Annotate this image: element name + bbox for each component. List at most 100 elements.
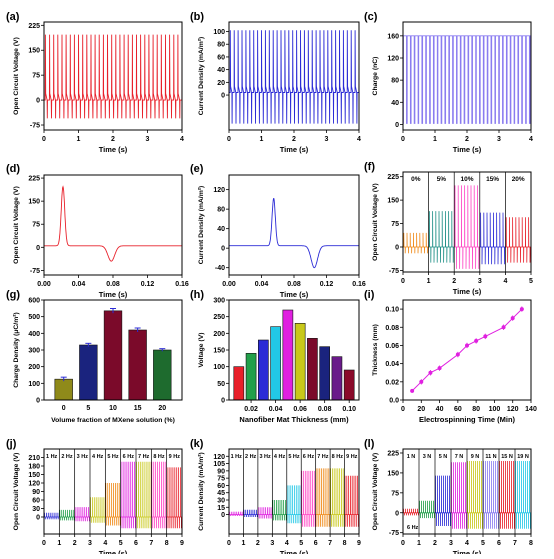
segment-j-8 — [166, 467, 182, 529]
segment-f-1 — [428, 211, 455, 263]
ytick-k-8: 120 — [213, 454, 225, 461]
segment-k-1 — [243, 509, 258, 518]
xtick-c-4: 4 — [529, 136, 533, 143]
ytick-e-4: 120 — [213, 187, 225, 194]
xtick-g-3: 15 — [134, 405, 142, 412]
ytick-f-2: 75 — [391, 221, 399, 228]
ylabel-e: Current Density (mA/m²) — [198, 186, 205, 265]
xtick-i-0: 0 — [401, 406, 405, 413]
ytick-i-1: 0.02 — [385, 379, 399, 386]
segment-label-j-4: 5 Hz — [107, 454, 119, 460]
plot-frame-f — [402, 171, 532, 273]
segment-j-4 — [105, 482, 121, 526]
series-line-b-0 — [229, 30, 359, 124]
segment-label-f-0: 0% — [411, 176, 421, 183]
point-i-10 — [519, 307, 524, 312]
ytick-k-7: 105 — [213, 461, 225, 468]
segment-j-3 — [90, 497, 106, 523]
xtick-d-4: 0.16 — [175, 281, 189, 288]
ytick-h-2: 100 — [213, 364, 225, 371]
xtick-d-0: 0.00 — [37, 281, 51, 288]
ytick-k-1: 15 — [217, 505, 225, 512]
segment-label-k-8: 9 Hz — [346, 454, 358, 460]
ytick-i-4: 0.08 — [385, 325, 399, 332]
segment-label-f-1: 5% — [437, 176, 447, 183]
ytick-b-1: 20 — [217, 80, 225, 87]
segment-label-j-6: 7 Hz — [138, 454, 150, 460]
segment-label-l-1: 3 N — [423, 454, 432, 460]
ytick-c-4: 160 — [387, 33, 399, 40]
ytick-j-5: 150 — [28, 472, 40, 479]
segment-label-k-6: 7 Hz — [317, 454, 329, 460]
ytick-i-0: 0.0 — [389, 398, 399, 405]
bar-h-4 — [282, 309, 294, 400]
ytick-h-6: 300 — [213, 298, 225, 305]
bar-h-8 — [331, 356, 343, 400]
panel-label-c: (c) — [364, 11, 378, 23]
ytick-j-6: 180 — [28, 464, 40, 471]
xtick-l-2: 2 — [433, 540, 437, 547]
bar-h-9 — [343, 369, 355, 400]
ytick-k-0: 0 — [221, 512, 225, 519]
panel-label-b: (b) — [190, 11, 204, 23]
ytick-g-3: 300 — [28, 348, 40, 355]
segment-label-f-2: 10% — [460, 176, 473, 183]
segment-label-j-2: 3 Hz — [77, 454, 89, 460]
chart-panel-d: (d) 0.00 0.04 0.08 0.12 0.16 -75 0 75 150 225 Time … — [6, 163, 189, 299]
xtick-l-8: 8 — [529, 540, 533, 547]
segment-j-7 — [151, 461, 167, 529]
xtick-i-7: 140 — [525, 406, 537, 413]
ytick-b-5: 100 — [213, 29, 225, 36]
plot-area-i — [410, 306, 524, 393]
ytick-k-6: 90 — [217, 468, 225, 475]
plot-frame-j — [43, 448, 183, 535]
bar-g-4 — [153, 349, 172, 400]
series-line-c-0 — [403, 35, 531, 124]
ytick-e-0: -40 — [215, 265, 225, 272]
xtick-i-5: 100 — [489, 406, 501, 413]
ytick-c-1: 40 — [391, 100, 399, 107]
xtick-f-3: 3 — [478, 278, 482, 285]
panel-label-i: (i) — [364, 289, 375, 301]
ylabel-k: Current Density (mA/m²) — [198, 452, 205, 531]
xtick-i-4: 80 — [472, 406, 480, 413]
panel-label-a: (a) — [6, 11, 20, 23]
xtick-j-1: 1 — [57, 540, 61, 547]
xtick-j-6: 6 — [134, 540, 138, 547]
xtick-j-5: 5 — [119, 540, 123, 547]
series-line-a-0 — [44, 34, 182, 119]
point-i-3 — [437, 366, 442, 371]
xtick-k-7: 7 — [328, 540, 332, 547]
ytick-b-4: 80 — [217, 42, 225, 49]
ylabel-a: Open Circuit Voltage (V) — [13, 37, 20, 115]
plot-frame-a — [43, 21, 183, 131]
plot-frame-l — [402, 448, 532, 535]
ylabel-l: Open Circuit Voltage (V) — [372, 453, 379, 531]
xtick-k-9: 9 — [357, 540, 361, 547]
ytick-g-5: 500 — [28, 314, 40, 321]
point-i-1 — [419, 379, 424, 384]
xtick-k-5: 5 — [299, 540, 303, 547]
panel-label-d: (d) — [6, 163, 20, 175]
ytick-d-2: 75 — [32, 222, 40, 229]
ytick-i-2: 0.04 — [385, 361, 399, 368]
bar-g-0 — [54, 378, 73, 400]
xtick-f-5: 5 — [529, 278, 533, 285]
point-i-8 — [501, 325, 506, 330]
point-i-6 — [474, 338, 479, 343]
segment-l-4 — [467, 460, 483, 529]
plot-frame-d — [43, 174, 183, 276]
bar-g-2 — [103, 310, 123, 400]
bar-h-1 — [245, 353, 257, 400]
xlabel-j: Time (s) — [99, 549, 128, 554]
segment-label-k-7: 8 Hz — [332, 454, 344, 460]
ylabel-g: Charge Density (μC/m²) — [13, 312, 20, 388]
xtick-l-5: 5 — [481, 540, 485, 547]
plot-area-k: 1 Hz 2 Hz 3 Hz 4 Hz 5 Hz 6 Hz 7 Hz 8 Hz 9 Hz — [229, 449, 359, 534]
xlabel-g: Volume fraction of MXene solution (%) — [51, 417, 175, 424]
xtick-i-1: 20 — [417, 406, 425, 413]
point-i-9 — [510, 316, 515, 321]
bar-h-7 — [319, 346, 330, 400]
